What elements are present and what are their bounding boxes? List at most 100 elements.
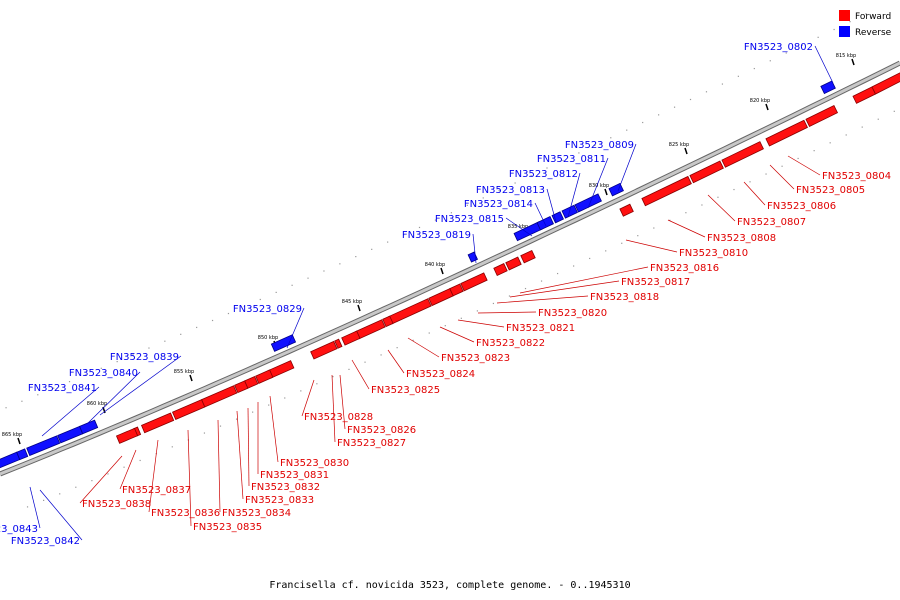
gene-arrow[interactable] [689,160,724,184]
gene-arrow[interactable] [460,272,488,292]
gene-arrow[interactable] [334,338,343,349]
gene-label[interactable]: FN3523_0815 [435,214,504,225]
gene-arrow[interactable] [608,182,624,197]
gene-arrow[interactable] [641,175,692,207]
gene-label[interactable]: FN3523_0842 [11,536,80,547]
gene-arrow[interactable] [536,216,554,231]
gene-arrow[interactable] [574,193,602,213]
scale-tick-label: 835 kbp [508,224,528,230]
gene-label[interactable]: FN3523_0838 [82,499,151,510]
gene-label[interactable]: FN3523_0808 [707,233,776,244]
gene-label[interactable]: FN3523_0837 [122,485,191,496]
gene-label[interactable]: FN3523_0809 [565,140,634,151]
gene-label[interactable]: FN3523_0836 [151,508,220,519]
gene-label[interactable]: FN3523_0822 [476,338,545,349]
gene-arrow[interactable] [140,412,175,434]
backbone-line [0,61,900,476]
gene-label[interactable]: FN3523_0833 [245,495,314,506]
minor-tick [524,287,527,290]
gene-arrow[interactable] [505,256,522,271]
gene-label[interactable]: FN3523_0831 [260,470,329,481]
gene-arrow[interactable] [805,105,839,127]
minor-tick [801,44,803,46]
gene-arrow[interactable] [551,211,564,224]
gene-label[interactable]: FN3523_0802 [744,42,813,53]
minor-tick [689,98,692,101]
minor-tick [434,219,437,221]
minor-tick [705,91,708,93]
gene-arrow[interactable] [234,380,249,394]
gene-label[interactable]: FN3523_0839 [110,352,179,363]
gene-label[interactable]: FN3523_0824 [406,369,475,380]
legend-swatch-forward [839,10,850,21]
gene-label[interactable]: FN3523_0823 [441,353,510,364]
gene-arrow[interactable] [341,330,361,346]
gene-label[interactable]: FN3523_0827 [337,438,406,449]
gene-label[interactable]: FN3523_0821 [506,323,575,334]
gene-label[interactable]: FN3523_0825 [371,385,440,396]
gene-arrow[interactable] [765,119,808,147]
gene-label[interactable]: FN3523_0818 [590,292,659,303]
scale-tick-mark [17,437,21,445]
minor-tick [797,157,799,160]
gene-label[interactable]: FN3523_0807 [737,217,806,228]
gene-label[interactable]: FN3523_0832 [251,482,320,493]
gene-arrow[interactable] [619,203,634,217]
gene-label[interactable]: FN3523_0840 [69,368,138,379]
minor-tick [164,340,166,342]
minor-tick [53,387,55,389]
minor-tick [717,196,719,198]
gene-arrow[interactable] [310,340,338,360]
gene-label[interactable]: FN3523_0828 [304,412,373,423]
label-leader [477,311,537,314]
gene-arrow[interactable] [520,249,536,264]
gene-arrow[interactable] [428,288,454,307]
gene-label[interactable]: FN3523_0826 [347,425,416,436]
minor-tick [37,394,39,396]
gene-label[interactable]: FN3523_0804 [822,171,891,182]
scale-tick-label: 845 kbp [342,299,362,305]
gene-label[interactable]: FN3523_0816 [650,263,719,274]
gene-label[interactable]: FN3523_0820 [538,308,607,319]
gene-label[interactable]: FN3523_0829 [233,304,302,315]
minor-tick [180,333,182,335]
minor-tick [845,134,847,136]
legend: Forward Reverse [839,10,892,38]
gene-arrow[interactable] [115,427,139,444]
minor-tick [59,493,61,495]
gene-arrow[interactable] [79,419,99,435]
gene-arrow[interactable] [16,448,29,461]
gene-arrow[interactable] [871,72,900,95]
label-leader [472,233,477,264]
minor-tick [84,374,87,376]
gene-arrow[interactable] [172,399,206,421]
gene-label[interactable]: FN3523_0814 [464,199,533,210]
gene-label[interactable]: FN3523_0834 [222,508,291,519]
gene-label[interactable]: FN3523_0811 [537,154,606,165]
gene-label[interactable]: FN3523_0812 [509,169,578,180]
gene-arrow[interactable] [355,319,386,340]
gene-arrow[interactable] [721,141,764,168]
label-leader [29,486,41,529]
gene-label[interactable]: FN3523_0806 [767,201,836,212]
gene-label[interactable]: FN3523_0819 [402,230,471,241]
minor-tick [621,242,623,244]
gene-label[interactable]: FN3523_0835 [193,522,262,533]
gene-arrow[interactable] [493,263,508,277]
minor-tick [252,411,254,413]
minor-tick [75,486,77,488]
gene-label[interactable]: FN3523_0817 [621,277,690,288]
gene-arrow[interactable] [852,86,877,104]
gene-arrow[interactable] [382,315,394,328]
gene-label[interactable]: FN3523_0810 [679,248,748,259]
gene-label[interactable]: FN3523_0813 [476,185,545,196]
gene-arrow[interactable] [26,435,61,457]
label-leader [41,386,100,437]
gene-arrow[interactable] [255,369,274,384]
minor-tick [418,226,421,229]
gene-label[interactable]: FN3523_0843 [0,524,38,535]
gene-label[interactable]: FN3523_0805 [796,185,865,196]
gene-label[interactable]: FN3523_0841 [28,383,97,394]
gene-label[interactable]: FN3523_0830 [280,458,349,469]
